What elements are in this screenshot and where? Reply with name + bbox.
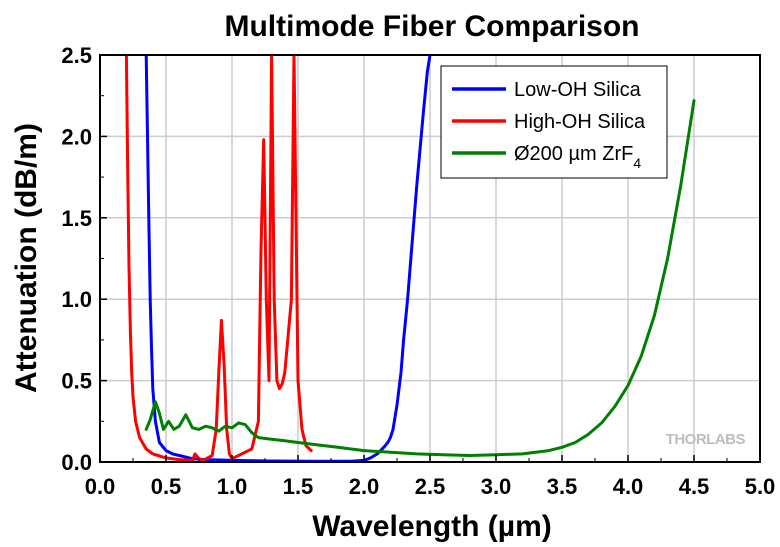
ticks: 0.0 0.5 1.0 1.5 2.0 2.5 3.0 3.5 4.0 4.5 5.0 0.0 0.5 1…: [61, 43, 775, 499]
y-tick-label: 0.0: [61, 450, 92, 475]
legend-label: Low-OH Silica: [514, 79, 642, 101]
chart-title: Multimode Fiber Comparison: [224, 10, 639, 43]
y-tick-label: 1.0: [61, 287, 92, 312]
x-axis-label: Wavelength (µm): [312, 510, 552, 543]
x-tick-label: 3.0: [481, 474, 512, 499]
x-tick-label: 5.0: [745, 474, 776, 499]
legend: Low-OH Silica High-OH Silica Ø200 µm ZrF4: [440, 65, 668, 179]
x-tick-label: 1.0: [217, 474, 248, 499]
series-line-2: [124, 55, 313, 462]
legend-label: Ø200 µm ZrF4: [514, 143, 641, 171]
watermark: THORLABS: [666, 431, 746, 448]
y-tick-label: 1.5: [61, 206, 92, 231]
y-axis-label: Attenuation (dB/m): [10, 123, 43, 393]
x-tick-label: 4.5: [679, 474, 710, 499]
legend-label: High-OH Silica: [514, 111, 646, 133]
x-tick-label: 1.5: [283, 474, 314, 499]
x-tick-label: 4.0: [613, 474, 644, 499]
x-tick-label: 3.5: [547, 474, 578, 499]
x-tick-label: 0.0: [85, 474, 116, 499]
series-line-3: [144, 99, 696, 457]
y-tick-label: 0.5: [61, 369, 92, 394]
x-tick-label: 2.5: [415, 474, 446, 499]
x-tick-label: 2.0: [349, 474, 380, 499]
y-tick-label: 2.0: [61, 124, 92, 149]
x-tick-label: 0.5: [151, 474, 182, 499]
y-tick-label: 2.5: [61, 43, 92, 68]
